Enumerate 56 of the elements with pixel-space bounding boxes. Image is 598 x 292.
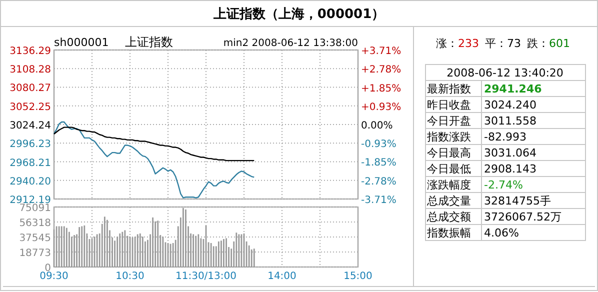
y-tick-label: 37545 — [19, 233, 51, 244]
y-tick-label: 3052.25 — [10, 102, 51, 113]
y2-tick-label: -1.85% — [361, 158, 396, 169]
y-tick-label: 3108.28 — [10, 64, 51, 76]
y-tick-label: 2968.21 — [10, 158, 51, 169]
y2-tick-label: +2.78% — [361, 64, 402, 76]
text: 3726067.52万 — [484, 210, 562, 224]
text: 2908.143 — [484, 162, 536, 176]
text: sh000001 — [54, 36, 109, 49]
x-tick-label: 14:00 — [268, 271, 296, 282]
y2-tick-label: -3.71% — [361, 195, 396, 206]
text: 4.06% — [484, 226, 519, 240]
text: 跌：601 — [527, 37, 570, 50]
category-label: 总成交量 — [426, 194, 471, 208]
category-label: 最新指数 — [427, 82, 471, 96]
y2-tick-label: +3.71% — [361, 46, 402, 57]
text: 3024.240 — [484, 98, 536, 112]
category-label: 今日最低 — [427, 162, 471, 176]
y2-tick-label: -0.93% — [361, 139, 396, 150]
category-label: 总成交额 — [426, 210, 471, 224]
category-label: 今日开盘 — [427, 114, 471, 128]
text: 2008-06-12 13:40:20 — [446, 66, 564, 80]
text: min2 2008-06-12 13:38:00 — [223, 38, 358, 49]
y-tick-label: 3136.29 — [10, 46, 51, 57]
text: 涨：233 — [436, 37, 479, 50]
category-label: 涨跌幅度 — [427, 178, 471, 192]
x-tick-label: 09:30 — [40, 271, 68, 282]
x-tick-label: 11:30/13:00 — [175, 271, 237, 282]
y-tick-label: 75091 — [19, 203, 51, 214]
y-tick-label: 3080.27 — [10, 83, 51, 94]
text: 3031.064 — [484, 146, 536, 160]
category-label: 今日最高 — [427, 146, 471, 160]
y2-tick-label: -2.78% — [361, 176, 396, 188]
y2-tick-label: 0.00% — [361, 120, 393, 132]
x-tick-label: 15:00 — [344, 271, 372, 282]
text: 平：73 — [485, 37, 521, 50]
chart-subtitle: 上证指数 — [125, 35, 173, 49]
category-label: 指数涨跌 — [426, 130, 471, 144]
y2-tick-label: +0.93% — [361, 102, 402, 113]
line-series — [53, 126, 255, 162]
text: -82.993 — [484, 130, 526, 144]
y2-tick-label: +1.85% — [361, 83, 402, 94]
y-tick-label: 18773 — [19, 248, 51, 259]
text: -2.74% — [484, 178, 523, 192]
category-label: 指数振幅 — [426, 226, 471, 240]
text: 32814755手 — [484, 194, 551, 208]
category-label: 昨日收盘 — [427, 98, 471, 112]
y-tick-label: 2940.20 — [10, 176, 51, 188]
line-series — [53, 121, 255, 198]
y-tick-label: 2996.23 — [10, 139, 51, 150]
text: 2941.246 — [484, 82, 542, 96]
y-tick-label: 56318 — [19, 218, 51, 229]
chart-title: 上证指数（上海，000001） — [212, 7, 385, 22]
text: 3011.558 — [484, 114, 536, 128]
x-tick-label: 10:30 — [116, 271, 144, 282]
y-tick-label: 3024.24 — [10, 120, 51, 132]
